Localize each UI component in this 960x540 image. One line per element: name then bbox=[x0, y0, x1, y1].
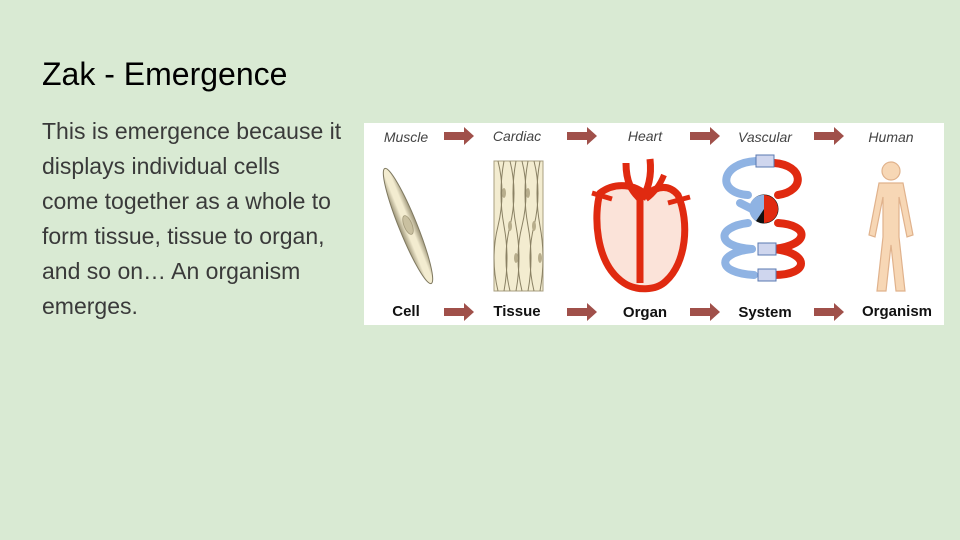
arrow-right-icon bbox=[444, 127, 474, 145]
slide-title: Zak - Emergence bbox=[42, 56, 288, 92]
muscle-cell-icon bbox=[382, 167, 434, 285]
arrow-right-icon bbox=[814, 127, 844, 145]
arrow-right-icon bbox=[567, 303, 597, 321]
stage-1-top-label: Muscle bbox=[384, 129, 429, 145]
top-arrows bbox=[444, 127, 844, 145]
arrow-right-icon bbox=[690, 127, 720, 145]
cardiac-tissue-icon bbox=[493, 160, 544, 292]
vascular-system-icon bbox=[720, 154, 806, 282]
heart-icon bbox=[591, 158, 691, 293]
stage-5-top-label: Human bbox=[868, 129, 913, 145]
emergence-diagram: Muscle Cardiac Heart Vascular Human bbox=[364, 123, 944, 325]
emergence-diagram-svg: Muscle Cardiac Heart Vascular Human bbox=[382, 127, 932, 321]
arrow-right-icon bbox=[444, 303, 474, 321]
stage-3-top-label: Heart bbox=[628, 128, 663, 144]
arrow-right-icon bbox=[814, 303, 844, 321]
stage-4-top-label: Vascular bbox=[738, 129, 793, 145]
stage-1-bottom-label: Cell bbox=[392, 303, 420, 320]
bottom-arrows bbox=[444, 303, 844, 321]
stage-4-bottom-label: System bbox=[738, 304, 791, 321]
stage-2-bottom-label: Tissue bbox=[493, 303, 540, 320]
arrow-right-icon bbox=[690, 303, 720, 321]
human-figure-icon bbox=[868, 161, 914, 292]
slide-body-text: This is emergence because it displays in… bbox=[42, 118, 342, 319]
stage-5-bottom-label: Organism bbox=[862, 303, 932, 320]
arrow-right-icon bbox=[567, 127, 597, 145]
stage-2-top-label: Cardiac bbox=[493, 128, 541, 144]
stage-3-bottom-label: Organ bbox=[623, 304, 667, 321]
